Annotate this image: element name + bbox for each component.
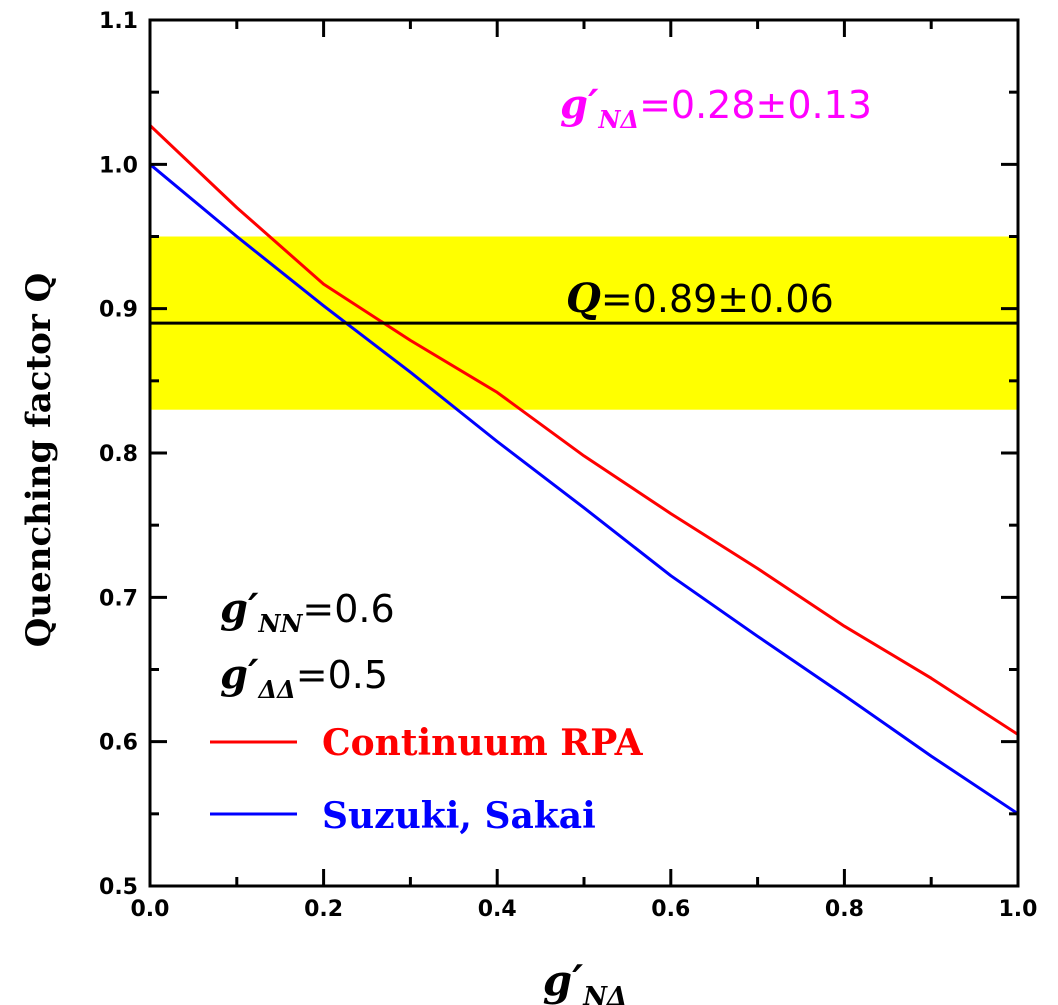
y-axis-title: Quenching factor Q [19,273,59,647]
legend-label-continuum-rpa: Continuum RPA [322,722,644,764]
y-tick-label: 0.5 [99,875,138,900]
annotation-gdd: g′ΔΔ=0.5 [220,651,388,704]
tick-labels: 0.0 0.2 0.4 0.6 0.8 1.0 0.5 0.6 0.7 0.8 0.9 1.0 1.1 [99,9,1037,922]
x-tick-label: 0.0 [131,897,170,922]
series-line-suzuki-sakai [149,163,1019,816]
x-tick-label: 1.0 [999,897,1038,922]
y-tick-label: 1.0 [99,153,138,178]
axis-ticks [148,18,1020,888]
y-tick-label: 1.1 [99,9,138,34]
y-tick-label: 0.7 [99,586,138,611]
annotation-gnd-value: g′NΔ=0.28±0.13 [560,81,872,134]
series-line-continuum-rpa [148,124,1019,736]
x-tick-label: 0.4 [478,897,517,922]
x-tick-label: 0.8 [825,897,864,922]
annotation-q-value: Q=0.89±0.06 [566,275,834,322]
y-tick-label: 0.8 [99,442,138,467]
x-tick-label: 0.6 [651,897,690,922]
x-axis-title: g′NΔ [543,956,627,1005]
series-lines [148,124,1019,816]
y-tick-label: 0.9 [99,298,138,323]
y-tick-label: 0.6 [99,731,138,756]
legend-label-suzuki-sakai: Suzuki, Sakai [322,795,596,837]
annotation-gnn: g′NN=0.6 [220,585,395,638]
legend: Continuum RPA Suzuki, Sakai [210,722,644,837]
x-tick-label: 0.2 [304,897,343,922]
